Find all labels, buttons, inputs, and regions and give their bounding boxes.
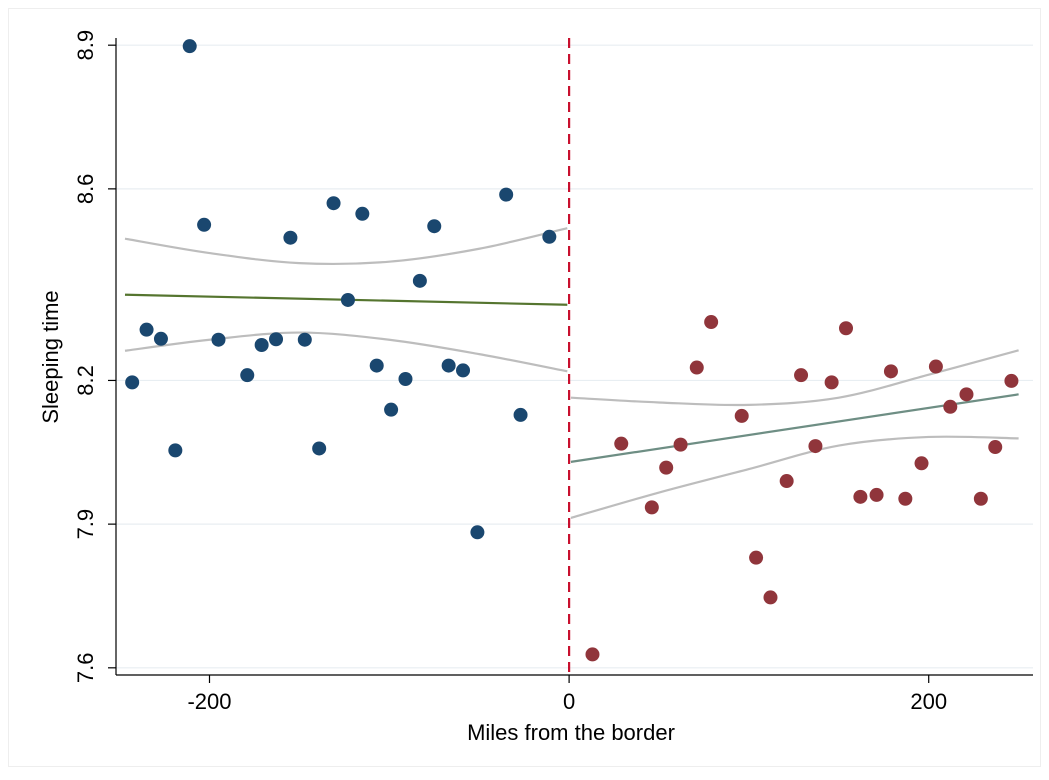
data-points [125,39,1019,662]
left-point-15 [355,206,370,221]
y-axis-title: Sleeping time [38,290,63,423]
y-tick-label-3: 8.6 [73,174,98,205]
left-point-24 [499,187,514,202]
right-point-18 [898,491,913,506]
left-point-8 [254,338,269,353]
left-point-10 [283,230,298,245]
left-point-21 [441,358,456,373]
right-point-1 [614,436,629,451]
left-point-12 [312,441,327,456]
right-point-23 [973,491,988,506]
left-point-23 [470,525,485,540]
left-point-7 [240,368,255,383]
right-point-14 [839,321,854,336]
right-point-25 [1004,373,1019,388]
right-point-19 [914,456,929,471]
left-ci-upper [124,227,568,266]
right-point-13 [824,375,839,390]
right-point-5 [689,360,704,375]
y-tick-label-2: 8.2 [73,365,98,396]
x-tick-label-0: -200 [187,689,231,714]
outer-border [8,8,1041,767]
left-point-1 [139,322,154,337]
right-point-21 [943,399,958,414]
right-point-22 [959,387,974,402]
left-point-22 [456,363,471,378]
y-tick-label-4: 8.9 [73,30,98,61]
left-point-20 [427,219,442,234]
right-point-8 [749,550,764,565]
left-point-5 [197,217,212,232]
tick-labels: -200 0 200 7.6 7.9 8.2 8.6 8.9 [73,30,947,714]
left-ci-lower [124,331,568,373]
left-point-11 [297,332,312,347]
right-point-4 [673,437,688,452]
right-point-2 [644,500,659,515]
right-point-7 [734,408,749,423]
right-point-9 [763,590,778,605]
right-point-11 [794,368,809,383]
right-ci-lower [570,435,1019,519]
y-tick-label-0: 7.6 [73,653,98,684]
left-point-18 [398,372,413,387]
left-point-13 [326,196,341,211]
y-tick-label-1: 7.9 [73,509,98,540]
left-point-19 [412,273,427,288]
right-point-3 [659,460,674,475]
x-tick-label-2: 200 [910,689,947,714]
left-point-6 [211,332,226,347]
right-point-12 [808,439,823,454]
right-point-16 [869,487,884,502]
grid-lines [116,44,1033,669]
right-point-15 [853,489,868,504]
left-point-4 [182,39,197,54]
x-axis-title: Miles from the border [467,720,675,745]
left-point-2 [153,331,168,346]
right-point-6 [704,315,719,330]
right-point-0 [585,647,600,662]
right-point-24 [988,440,1003,455]
left-point-17 [384,402,399,417]
left-point-9 [269,332,284,347]
left-point-0 [125,375,140,390]
x-tick-label-1: 0 [563,689,575,714]
right-point-10 [779,474,794,489]
left-point-25 [513,407,528,422]
left-point-14 [340,292,355,307]
axes [115,38,1033,676]
right-point-20 [928,359,943,374]
left-point-26 [542,229,557,244]
left-point-3 [168,443,183,458]
left-point-16 [369,358,384,373]
right-point-17 [883,364,898,379]
